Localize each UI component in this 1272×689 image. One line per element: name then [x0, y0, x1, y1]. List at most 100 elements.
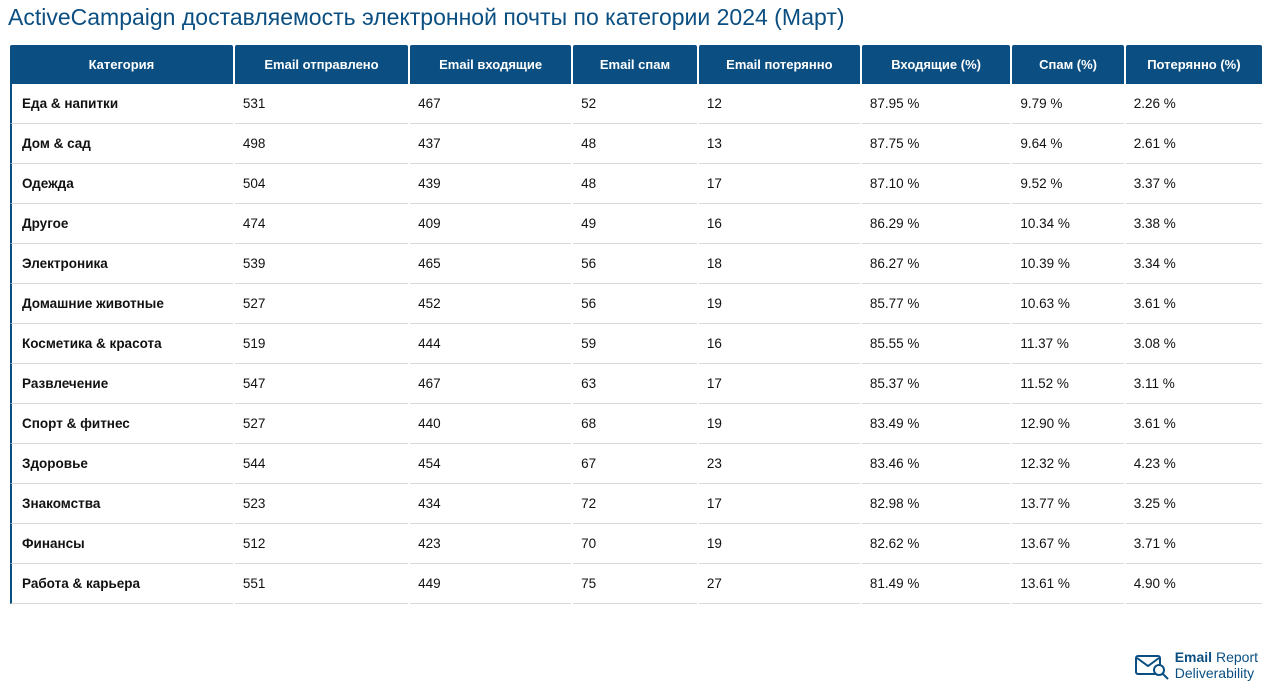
cell-lost: 17 — [699, 164, 860, 204]
cell-spam_pct: 13.67 % — [1012, 524, 1123, 564]
cell-inbox_pct: 82.98 % — [862, 484, 1011, 524]
cell-spam_pct: 10.39 % — [1012, 244, 1123, 284]
col-header-lost-pct: Потерянно (%) — [1126, 45, 1262, 84]
cell-spam_pct: 13.77 % — [1012, 484, 1123, 524]
cell-spam: 56 — [573, 244, 697, 284]
cell-lost: 17 — [699, 364, 860, 404]
footer-line1a: Email — [1175, 649, 1212, 665]
cell-spam: 59 — [573, 324, 697, 364]
cell-lost_pct: 3.34 % — [1126, 244, 1262, 284]
cell-lost: 16 — [699, 324, 860, 364]
cell-inbox_pct: 86.29 % — [862, 204, 1011, 244]
cell-inbox: 452 — [410, 284, 571, 324]
footer-line1b: Report — [1216, 649, 1258, 665]
cell-lost_pct: 4.90 % — [1126, 564, 1262, 604]
cell-spam: 52 — [573, 84, 697, 124]
cell-inbox: 467 — [410, 84, 571, 124]
cell-spam_pct: 11.52 % — [1012, 364, 1123, 404]
table-row: Еда & напитки531467521287.95 %9.79 %2.26… — [10, 84, 1262, 124]
cell-category: Одежда — [10, 164, 233, 204]
cell-spam: 56 — [573, 284, 697, 324]
cell-sent: 544 — [235, 444, 408, 484]
cell-category: Электроника — [10, 244, 233, 284]
cell-lost: 19 — [699, 284, 860, 324]
cell-lost_pct: 2.26 % — [1126, 84, 1262, 124]
cell-spam_pct: 9.79 % — [1012, 84, 1123, 124]
cell-spam: 70 — [573, 524, 697, 564]
page-title: ActiveCampaign доставляемость электронно… — [8, 4, 1264, 31]
cell-inbox_pct: 86.27 % — [862, 244, 1011, 284]
cell-sent: 527 — [235, 284, 408, 324]
table-row: Косметика & красота519444591685.55 %11.3… — [10, 324, 1262, 364]
cell-sent: 498 — [235, 124, 408, 164]
cell-spam: 72 — [573, 484, 697, 524]
table-row: Дом & сад498437481387.75 %9.64 %2.61 % — [10, 124, 1262, 164]
cell-spam_pct: 10.63 % — [1012, 284, 1123, 324]
cell-lost: 19 — [699, 524, 860, 564]
cell-spam_pct: 13.61 % — [1012, 564, 1123, 604]
cell-inbox: 437 — [410, 124, 571, 164]
cell-spam_pct: 9.52 % — [1012, 164, 1123, 204]
cell-inbox: 465 — [410, 244, 571, 284]
table-row: Другое474409491686.29 %10.34 %3.38 % — [10, 204, 1262, 244]
cell-spam_pct: 12.90 % — [1012, 404, 1123, 444]
table-row: Спорт & фитнес527440681983.49 %12.90 %3.… — [10, 404, 1262, 444]
cell-spam: 75 — [573, 564, 697, 604]
cell-lost: 23 — [699, 444, 860, 484]
col-header-spam-pct: Спам (%) — [1012, 45, 1123, 84]
cell-sent: 547 — [235, 364, 408, 404]
cell-inbox_pct: 81.49 % — [862, 564, 1011, 604]
cell-inbox_pct: 87.10 % — [862, 164, 1011, 204]
table-row: Домашние животные527452561985.77 %10.63 … — [10, 284, 1262, 324]
col-header-inbox-pct: Входящие (%) — [862, 45, 1011, 84]
cell-inbox: 439 — [410, 164, 571, 204]
cell-spam: 68 — [573, 404, 697, 444]
cell-lost_pct: 3.61 % — [1126, 284, 1262, 324]
cell-inbox: 440 — [410, 404, 571, 444]
table-row: Здоровье544454672383.46 %12.32 %4.23 % — [10, 444, 1262, 484]
table-row: Финансы512423701982.62 %13.67 %3.71 % — [10, 524, 1262, 564]
cell-inbox: 434 — [410, 484, 571, 524]
cell-inbox_pct: 85.77 % — [862, 284, 1011, 324]
footer-text: Email Report Deliverability — [1175, 650, 1258, 681]
cell-sent: 504 — [235, 164, 408, 204]
deliverability-table: Категория Email отправлено Email входящи… — [8, 45, 1264, 604]
cell-lost: 17 — [699, 484, 860, 524]
cell-inbox: 444 — [410, 324, 571, 364]
cell-category: Другое — [10, 204, 233, 244]
cell-category: Дом & сад — [10, 124, 233, 164]
cell-category: Здоровье — [10, 444, 233, 484]
cell-inbox: 423 — [410, 524, 571, 564]
cell-sent: 531 — [235, 84, 408, 124]
cell-sent: 474 — [235, 204, 408, 244]
cell-sent: 519 — [235, 324, 408, 364]
table-row: Знакомства523434721782.98 %13.77 %3.25 % — [10, 484, 1262, 524]
cell-spam: 48 — [573, 124, 697, 164]
col-header-spam: Email спам — [573, 45, 697, 84]
cell-inbox: 449 — [410, 564, 571, 604]
cell-category: Еда & напитки — [10, 84, 233, 124]
cell-sent: 512 — [235, 524, 408, 564]
cell-lost_pct: 3.71 % — [1126, 524, 1262, 564]
cell-spam: 49 — [573, 204, 697, 244]
col-header-category: Категория — [10, 45, 233, 84]
cell-spam_pct: 9.64 % — [1012, 124, 1123, 164]
envelope-magnifier-icon — [1135, 652, 1169, 680]
cell-inbox: 454 — [410, 444, 571, 484]
cell-category: Косметика & красота — [10, 324, 233, 364]
footer-logo: Email Report Deliverability — [1135, 650, 1258, 681]
cell-lost_pct: 3.61 % — [1126, 404, 1262, 444]
cell-inbox: 467 — [410, 364, 571, 404]
cell-lost_pct: 2.61 % — [1126, 124, 1262, 164]
cell-inbox_pct: 83.46 % — [862, 444, 1011, 484]
cell-inbox_pct: 82.62 % — [862, 524, 1011, 564]
cell-category: Домашние животные — [10, 284, 233, 324]
footer-line2: Deliverability — [1175, 666, 1258, 681]
cell-sent: 523 — [235, 484, 408, 524]
cell-spam_pct: 12.32 % — [1012, 444, 1123, 484]
cell-inbox: 409 — [410, 204, 571, 244]
cell-lost: 12 — [699, 84, 860, 124]
cell-spam: 63 — [573, 364, 697, 404]
table-row: Одежда504439481787.10 %9.52 %3.37 % — [10, 164, 1262, 204]
cell-spam_pct: 10.34 % — [1012, 204, 1123, 244]
